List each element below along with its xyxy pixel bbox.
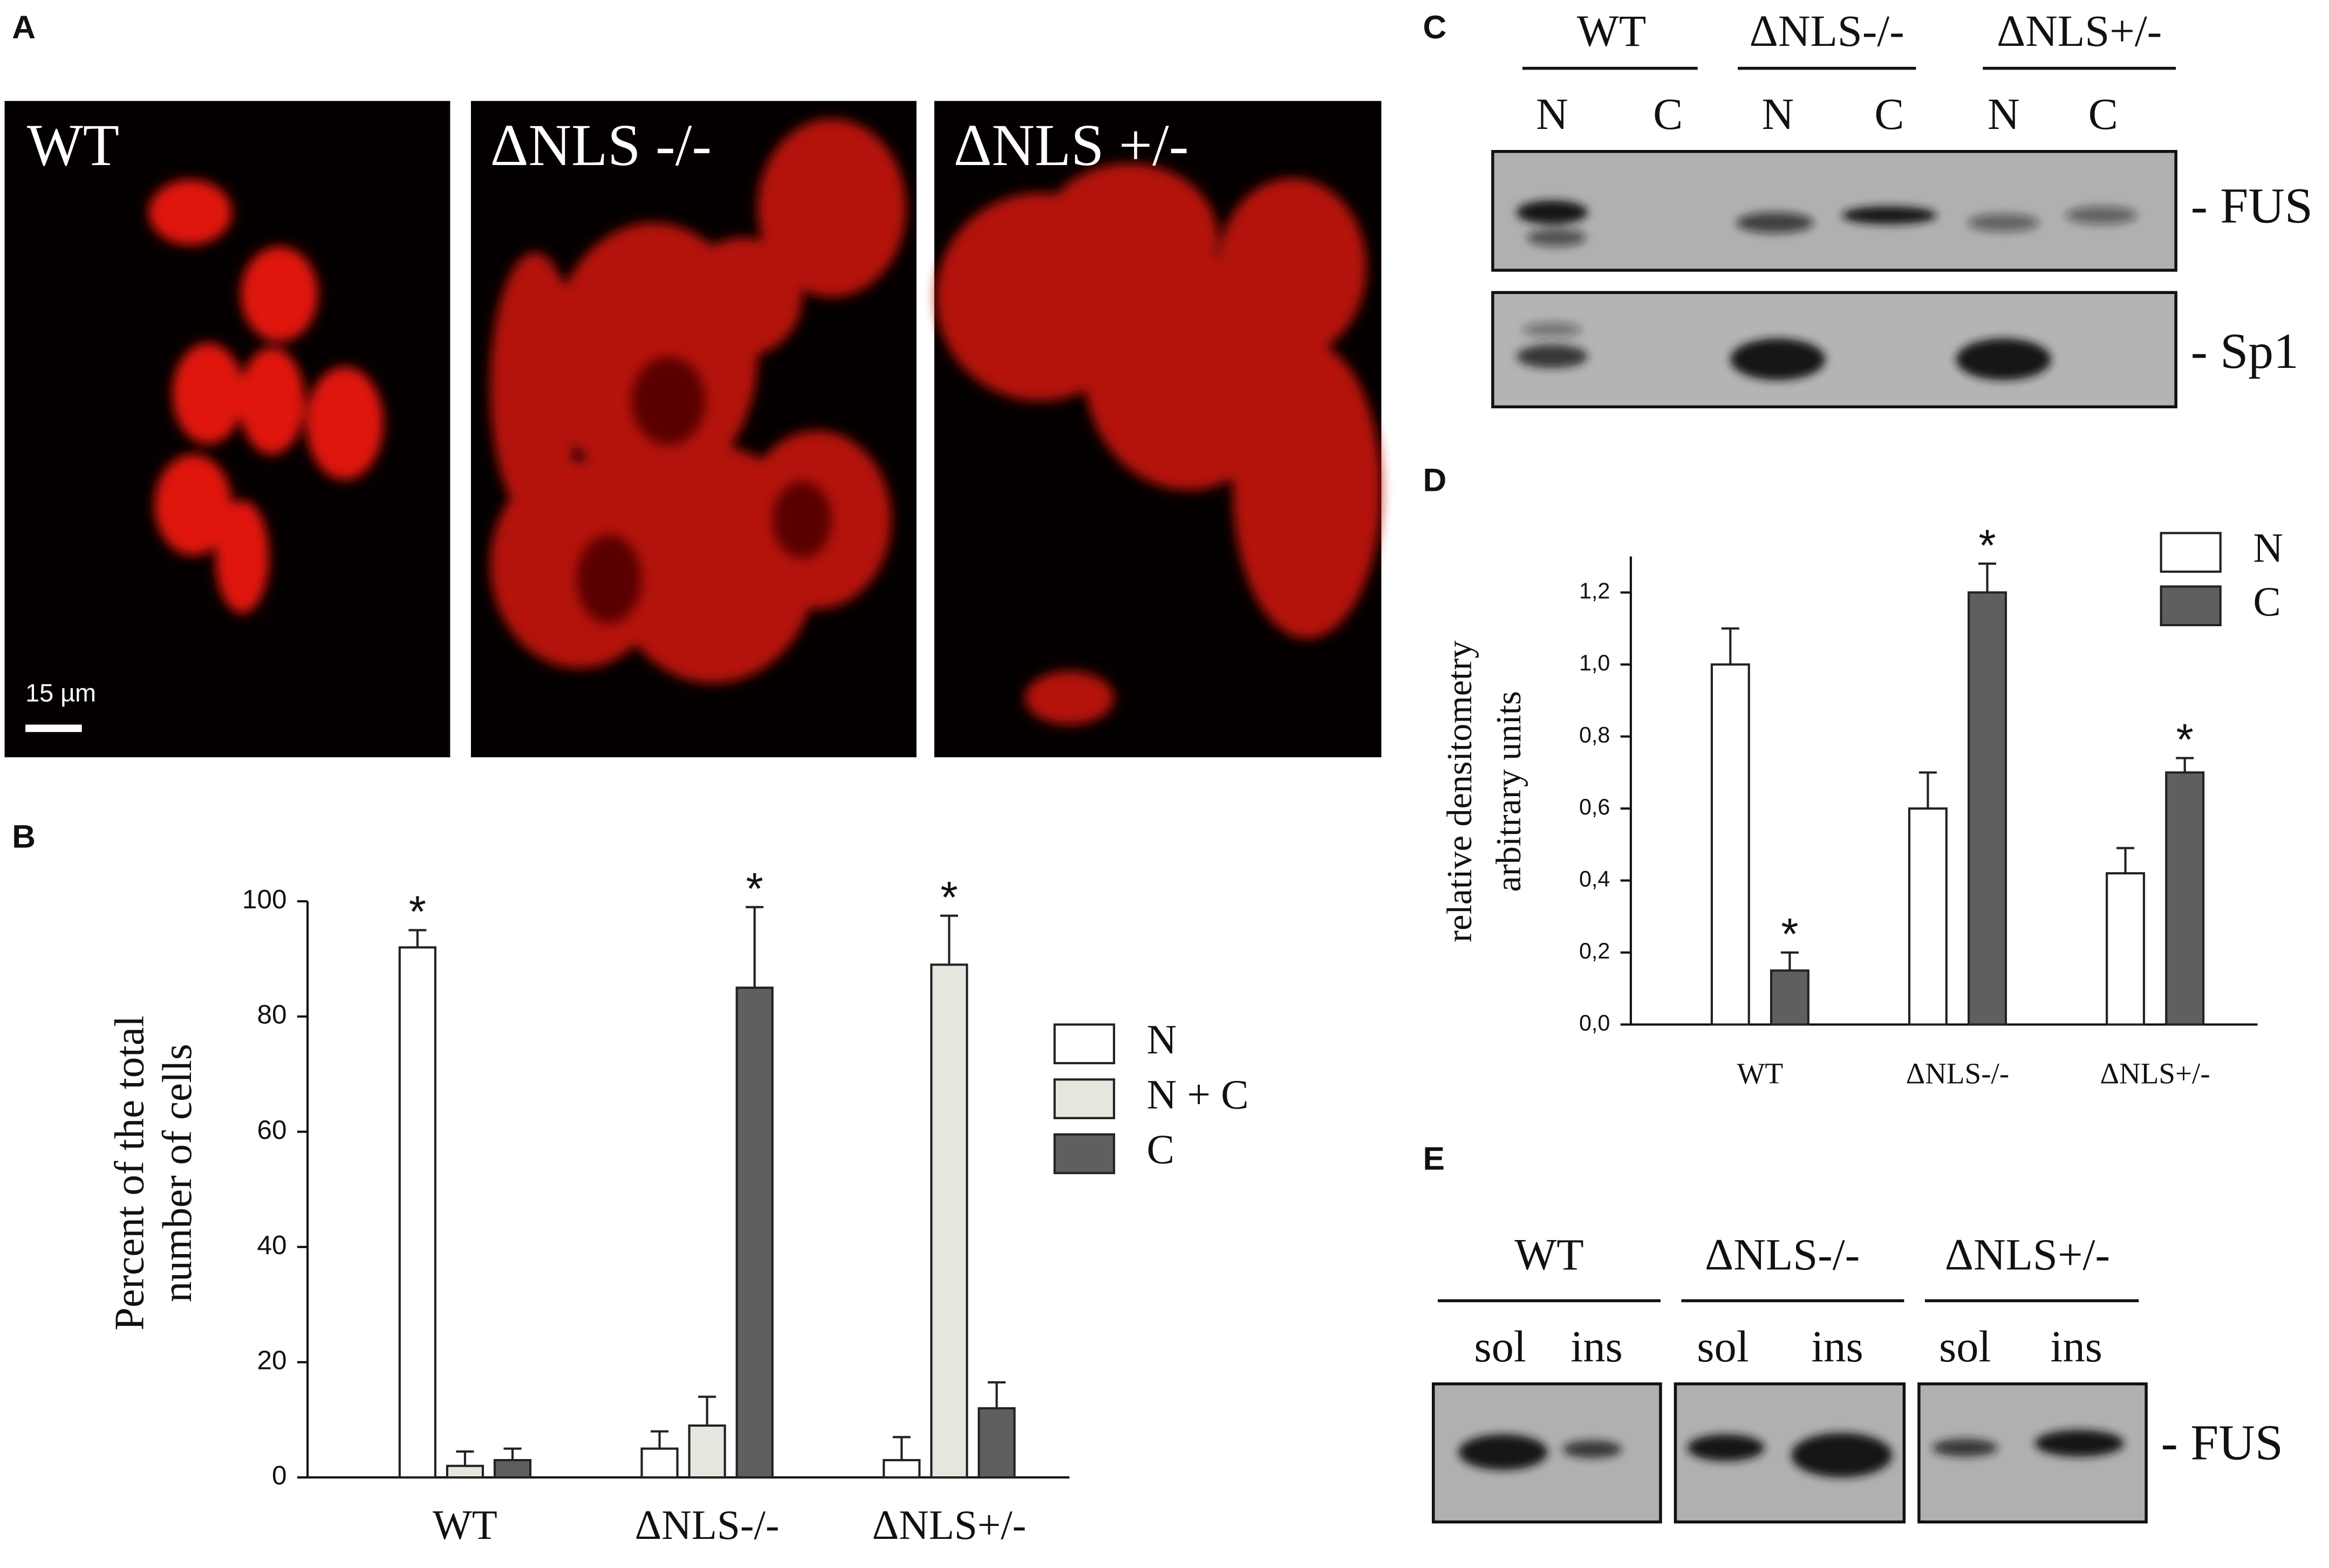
- significance-marker: *: [746, 864, 763, 914]
- bar: [640, 1447, 679, 1479]
- panel-label: D: [1423, 462, 1446, 498]
- y-tick-label: 0,2: [1579, 939, 1610, 963]
- group-label: ΔNLS-/-: [1750, 6, 1904, 56]
- bar: [1908, 807, 1948, 1026]
- bar: [398, 946, 436, 1479]
- bar: [930, 963, 968, 1479]
- bar: [2165, 771, 2205, 1026]
- y-axis-label: number of cells: [154, 1044, 200, 1302]
- group-label: ΔNLS+/-: [1997, 6, 2162, 56]
- scale-bar-label: 15 µm: [25, 679, 96, 707]
- panel-label: B: [12, 818, 36, 854]
- group-label: WT: [1577, 6, 1646, 56]
- group-label: ΔNLS+/-: [1945, 1229, 2110, 1279]
- significance-marker: *: [1781, 909, 1798, 959]
- x-tick-label: WT: [1737, 1057, 1784, 1090]
- western-blot: WT ΔNLS-/- ΔNLS+/- sol ins sol ins sol i…: [1432, 1229, 2283, 1524]
- bar: [493, 1459, 532, 1479]
- row-label: - FUS: [2191, 178, 2313, 234]
- panel-label: A: [12, 9, 36, 45]
- significance-marker: *: [409, 887, 426, 937]
- bar: [1710, 663, 1750, 1026]
- legend-label: N: [2253, 525, 2283, 571]
- y-tick-label: 20: [257, 1345, 286, 1375]
- bar: [446, 1464, 484, 1479]
- y-tick-label: 1,0: [1579, 651, 1610, 675]
- legend-swatch: [1053, 1023, 1115, 1065]
- western-blot: WT ΔNLS-/- ΔNLS+/- N C N C N C - FUS - S…: [1491, 6, 2313, 409]
- x-tick-label: ΔNLS+/-: [872, 1502, 1026, 1548]
- group-label: WT: [1514, 1229, 1583, 1279]
- x-tick-label: ΔNLS-/-: [1906, 1057, 2009, 1090]
- micrograph: WT 15 µm: [4, 101, 450, 757]
- y-tick-label: 80: [257, 999, 286, 1030]
- y-axis-label: arbitrary units: [1489, 691, 1528, 892]
- lane-label: N: [1762, 89, 1794, 139]
- lane-label: sol: [1697, 1321, 1749, 1371]
- bar: [978, 1407, 1016, 1479]
- y-tick-label: 40: [257, 1230, 286, 1260]
- group-label: ΔNLS-/-: [1705, 1229, 1860, 1279]
- y-tick-label: 0,6: [1579, 795, 1610, 819]
- legend-swatch: [2160, 532, 2222, 573]
- significance-marker: *: [940, 873, 958, 922]
- panel-label: E: [1423, 1140, 1444, 1177]
- lane-label: C: [1874, 89, 1904, 139]
- legend-label: C: [1146, 1126, 1174, 1173]
- lane-label: ins: [1570, 1321, 1622, 1371]
- micrograph-title: ΔNLS -/-: [490, 112, 712, 178]
- y-axis-label: Percent of the total: [106, 1016, 153, 1331]
- lane-label: sol: [1474, 1321, 1526, 1371]
- lane-label: sol: [1939, 1321, 1991, 1371]
- bar: [1968, 591, 2007, 1026]
- bar: [1770, 969, 1809, 1026]
- legend-swatch: [2160, 585, 2222, 627]
- bar: [735, 987, 774, 1479]
- y-tick-label: 0,8: [1579, 722, 1610, 747]
- legend-label: N: [1146, 1016, 1177, 1063]
- lane-label: N: [1987, 89, 2020, 139]
- y-tick-label: 0,0: [1579, 1010, 1610, 1035]
- y-tick-label: 60: [257, 1114, 286, 1145]
- y-tick-label: 0,4: [1579, 866, 1610, 891]
- x-tick-label: ΔNLS+/-: [2100, 1057, 2210, 1090]
- row-label: - Sp1: [2191, 324, 2299, 379]
- micrograph: ΔNLS +/-: [934, 101, 1382, 757]
- micrograph-title: WT: [27, 112, 119, 178]
- lane-label: ins: [1811, 1321, 1863, 1371]
- lane-label: C: [2088, 89, 2118, 139]
- bar: [688, 1424, 726, 1479]
- legend-swatch: [1053, 1133, 1115, 1174]
- legend-label: N + C: [1146, 1071, 1248, 1118]
- bar: [883, 1459, 921, 1479]
- y-tick-label: 100: [242, 884, 287, 914]
- legend-label: C: [2253, 578, 2280, 625]
- significance-marker: *: [1979, 521, 1996, 570]
- bar: [2106, 872, 2146, 1026]
- micrograph: ΔNLS -/-: [470, 101, 917, 757]
- legend-swatch: [1053, 1078, 1115, 1119]
- y-axis-label: relative densitometry: [1440, 641, 1479, 942]
- y-tick-label: 1,2: [1579, 578, 1610, 603]
- x-tick-label: WT: [433, 1502, 497, 1548]
- lane-label: N: [1536, 89, 1568, 139]
- lane-label: ins: [2051, 1321, 2102, 1371]
- micrograph-title: ΔNLS +/-: [954, 112, 1189, 178]
- significance-marker: *: [2176, 715, 2194, 765]
- x-tick-label: ΔNLS-/-: [635, 1502, 780, 1548]
- lane-label: C: [1653, 89, 1683, 139]
- y-tick-label: 0: [272, 1460, 287, 1490]
- panel-label: C: [1423, 9, 1446, 45]
- row-label: - FUS: [2161, 1415, 2283, 1471]
